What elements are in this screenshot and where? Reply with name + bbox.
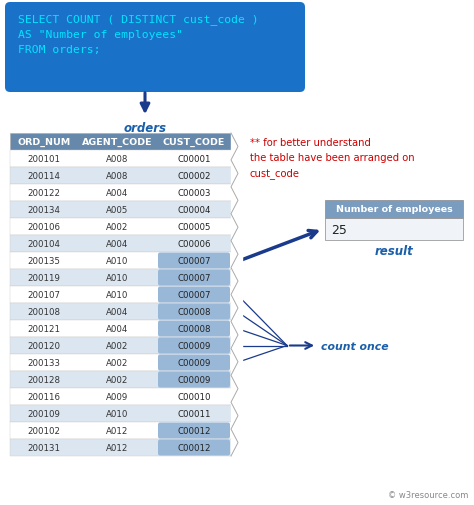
Text: C00011: C00011 [177, 409, 211, 418]
Text: ** for better understand
the table have been arranged on
cust_code: ** for better understand the table have … [250, 138, 415, 178]
Text: 200114: 200114 [27, 172, 61, 181]
FancyBboxPatch shape [10, 150, 232, 168]
Text: C00009: C00009 [177, 375, 210, 384]
Text: A005: A005 [106, 206, 128, 215]
Text: A002: A002 [106, 358, 128, 367]
Text: A010: A010 [106, 409, 128, 418]
FancyBboxPatch shape [10, 371, 232, 388]
Text: C00012: C00012 [177, 443, 211, 452]
Text: A002: A002 [106, 223, 128, 231]
FancyBboxPatch shape [10, 134, 232, 150]
Text: C00007: C00007 [177, 274, 211, 282]
Text: 200128: 200128 [27, 375, 61, 384]
Text: C00010: C00010 [177, 392, 211, 401]
Text: C00008: C00008 [177, 324, 211, 333]
Text: A004: A004 [106, 189, 128, 197]
Text: 200122: 200122 [27, 189, 61, 197]
Text: 200120: 200120 [27, 341, 61, 350]
FancyBboxPatch shape [158, 372, 230, 388]
Text: 200107: 200107 [27, 290, 61, 299]
Text: 25: 25 [331, 223, 347, 236]
Text: A004: A004 [106, 308, 128, 316]
Text: A009: A009 [106, 392, 128, 401]
Text: C00009: C00009 [177, 358, 210, 367]
Text: A010: A010 [106, 274, 128, 282]
Text: C00008: C00008 [177, 308, 211, 316]
Text: A012: A012 [106, 426, 128, 435]
Text: C00006: C00006 [177, 239, 211, 248]
Text: A008: A008 [106, 155, 128, 164]
Text: 200102: 200102 [27, 426, 61, 435]
Text: AGENT_CODE: AGENT_CODE [82, 138, 152, 147]
FancyBboxPatch shape [158, 440, 230, 456]
FancyBboxPatch shape [10, 286, 232, 304]
Text: C00005: C00005 [177, 223, 211, 231]
FancyBboxPatch shape [10, 337, 232, 355]
Text: A008: A008 [106, 172, 128, 181]
FancyBboxPatch shape [158, 253, 230, 269]
FancyBboxPatch shape [158, 287, 230, 303]
FancyBboxPatch shape [10, 185, 232, 201]
Text: C00007: C00007 [177, 257, 211, 266]
Text: A012: A012 [106, 443, 128, 452]
Text: 200106: 200106 [27, 223, 61, 231]
Text: 200119: 200119 [27, 274, 61, 282]
Text: A002: A002 [106, 341, 128, 350]
FancyBboxPatch shape [158, 270, 230, 286]
Text: orders: orders [124, 122, 166, 135]
Text: result: result [374, 244, 413, 258]
Text: C00001: C00001 [177, 155, 211, 164]
Text: 200104: 200104 [27, 239, 61, 248]
FancyBboxPatch shape [10, 235, 232, 252]
FancyBboxPatch shape [10, 355, 232, 371]
FancyBboxPatch shape [158, 304, 230, 320]
Text: © w3resource.com: © w3resource.com [388, 490, 468, 499]
FancyBboxPatch shape [325, 200, 463, 219]
Text: 200134: 200134 [27, 206, 61, 215]
FancyBboxPatch shape [10, 388, 232, 405]
Text: A004: A004 [106, 239, 128, 248]
FancyBboxPatch shape [325, 219, 463, 240]
FancyBboxPatch shape [10, 201, 232, 219]
FancyBboxPatch shape [158, 355, 230, 371]
Text: C00004: C00004 [177, 206, 211, 215]
FancyBboxPatch shape [10, 168, 232, 185]
FancyBboxPatch shape [158, 338, 230, 354]
FancyBboxPatch shape [10, 405, 232, 422]
Text: C00002: C00002 [177, 172, 211, 181]
Text: C00007: C00007 [177, 290, 211, 299]
FancyBboxPatch shape [10, 252, 232, 270]
Text: 200108: 200108 [27, 308, 61, 316]
FancyBboxPatch shape [10, 304, 232, 320]
Polygon shape [231, 134, 242, 456]
Text: 200116: 200116 [27, 392, 61, 401]
Text: ORD_NUM: ORD_NUM [18, 138, 71, 147]
FancyBboxPatch shape [10, 422, 232, 439]
FancyBboxPatch shape [158, 423, 230, 439]
FancyBboxPatch shape [10, 439, 232, 456]
Text: SELECT COUNT ( DISTINCT cust_code )
AS "Number of employees"
FROM orders;: SELECT COUNT ( DISTINCT cust_code ) AS "… [18, 14, 259, 55]
FancyBboxPatch shape [5, 3, 305, 93]
Text: C00003: C00003 [177, 189, 211, 197]
Text: A002: A002 [106, 375, 128, 384]
Text: 200121: 200121 [27, 324, 61, 333]
Text: count once: count once [321, 341, 389, 351]
Text: A010: A010 [106, 290, 128, 299]
Text: C00012: C00012 [177, 426, 211, 435]
Text: CUST_CODE: CUST_CODE [163, 138, 225, 147]
Text: 200135: 200135 [27, 257, 61, 266]
Text: 200109: 200109 [27, 409, 61, 418]
Text: A010: A010 [106, 257, 128, 266]
Text: 200133: 200133 [27, 358, 61, 367]
FancyBboxPatch shape [158, 321, 230, 337]
FancyBboxPatch shape [10, 270, 232, 286]
FancyBboxPatch shape [10, 320, 232, 337]
Text: A004: A004 [106, 324, 128, 333]
Text: 200131: 200131 [27, 443, 61, 452]
Text: C00009: C00009 [177, 341, 210, 350]
Text: 200101: 200101 [27, 155, 61, 164]
FancyBboxPatch shape [10, 219, 232, 235]
Text: Number of employees: Number of employees [336, 205, 452, 214]
